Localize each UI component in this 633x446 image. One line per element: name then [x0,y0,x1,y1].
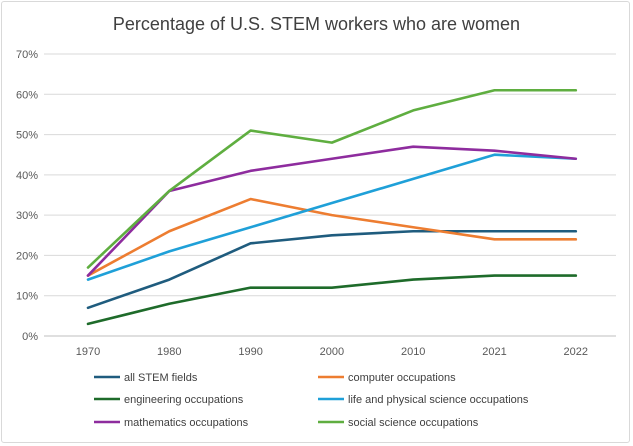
y-tick-label: 40% [16,170,38,182]
series-line [86,153,578,281]
x-tick-label: 1980 [157,346,181,358]
legend-label: computer occupations [348,372,456,384]
x-tick-label: 1990 [238,346,262,358]
series-line [86,197,578,277]
x-tick-label: 1970 [76,346,100,358]
x-tick-label: 2022 [564,346,588,358]
series-line [86,229,578,310]
series-line [86,88,578,269]
chart-title: Percentage of U.S. STEM workers who are … [112,14,521,34]
x-tick-label: 2010 [401,346,425,358]
y-tick-label: 60% [16,89,38,101]
y-tick-label: 70% [16,49,38,61]
series-line [86,274,578,326]
y-tick-label: 30% [16,210,38,222]
y-tick-label: 10% [16,291,38,303]
x-tick-label: 2000 [320,346,344,358]
series-line [86,145,578,277]
x-tick-label: 2021 [482,346,506,358]
legend-label: mathematics occupations [124,417,249,429]
y-tick-label: 0% [22,331,38,343]
legend-label: life and physical science occupations [348,394,529,406]
y-tick-label: 50% [16,130,38,142]
legend-label: social science occupations [348,417,479,429]
legend-label: all STEM fields [124,372,198,384]
legend-label: engineering occupations [124,394,244,406]
y-tick-label: 20% [16,250,38,262]
